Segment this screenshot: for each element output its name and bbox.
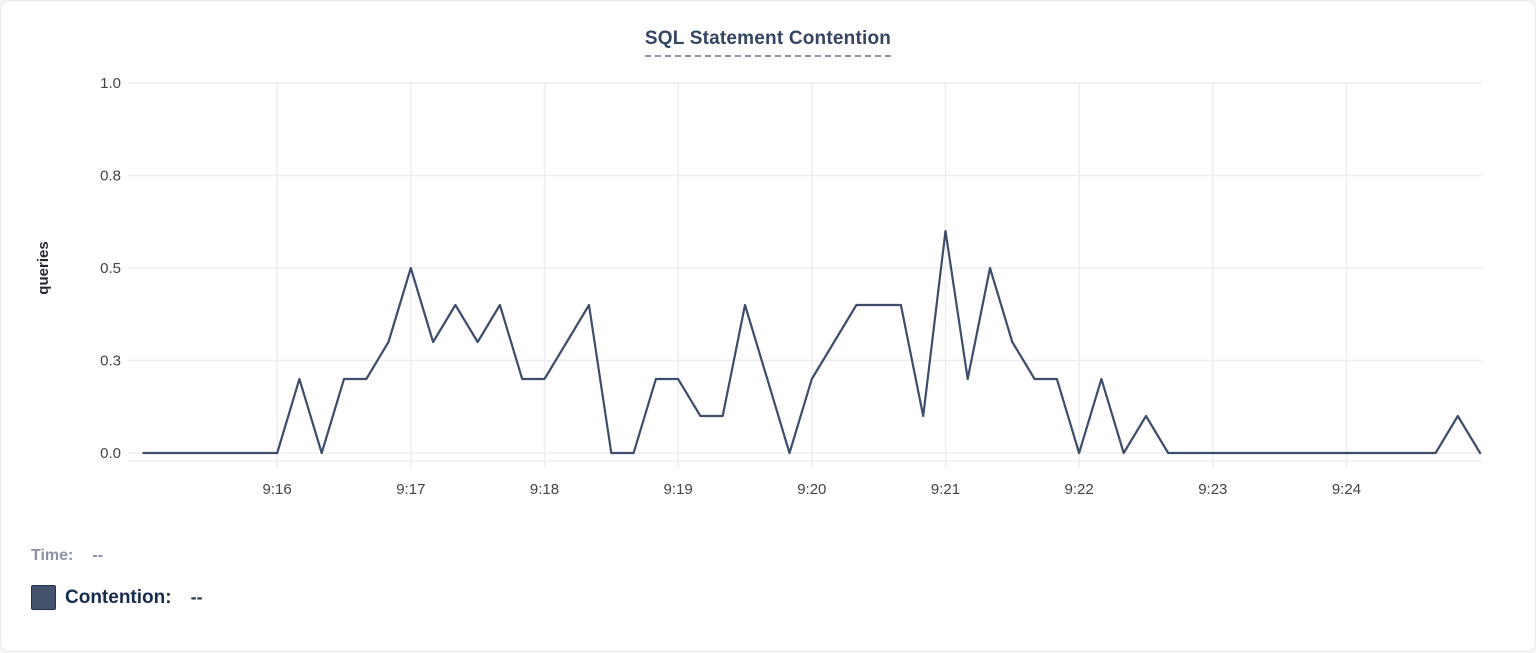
contention-series-line [142, 229, 1482, 455]
legend-contention-label: Contention: [65, 586, 172, 608]
svg-text:9:23: 9:23 [1198, 481, 1227, 498]
legend-time-label: Time: [31, 547, 74, 564]
chart-title[interactable]: SQL Statement Contention [644, 28, 892, 57]
svg-text:0.8: 0.8 [100, 168, 121, 185]
svg-text:9:19: 9:19 [664, 481, 693, 498]
legend-time-row: Time: -- [31, 547, 103, 565]
svg-text:9:21: 9:21 [931, 481, 960, 498]
svg-text:9:17: 9:17 [396, 481, 425, 498]
svg-text:9:24: 9:24 [1332, 481, 1361, 498]
contention-series-swatch [31, 585, 56, 610]
svg-text:9:20: 9:20 [797, 481, 826, 498]
legend-time-value: -- [92, 547, 104, 564]
svg-text:9:18: 9:18 [530, 481, 559, 498]
svg-text:0.3: 0.3 [100, 353, 121, 370]
svg-text:1.0: 1.0 [100, 75, 121, 92]
svg-text:9:22: 9:22 [1065, 481, 1094, 498]
svg-text:0.0: 0.0 [100, 445, 121, 462]
svg-text:queries: queries [35, 241, 52, 294]
svg-text:9:16: 9:16 [263, 481, 292, 498]
svg-text:0.5: 0.5 [100, 260, 121, 277]
legend-contention-value: -- [190, 587, 203, 607]
chart-title-wrap: SQL Statement Contention [1, 28, 1535, 57]
legend-contention-row: Contention: -- [31, 585, 203, 610]
